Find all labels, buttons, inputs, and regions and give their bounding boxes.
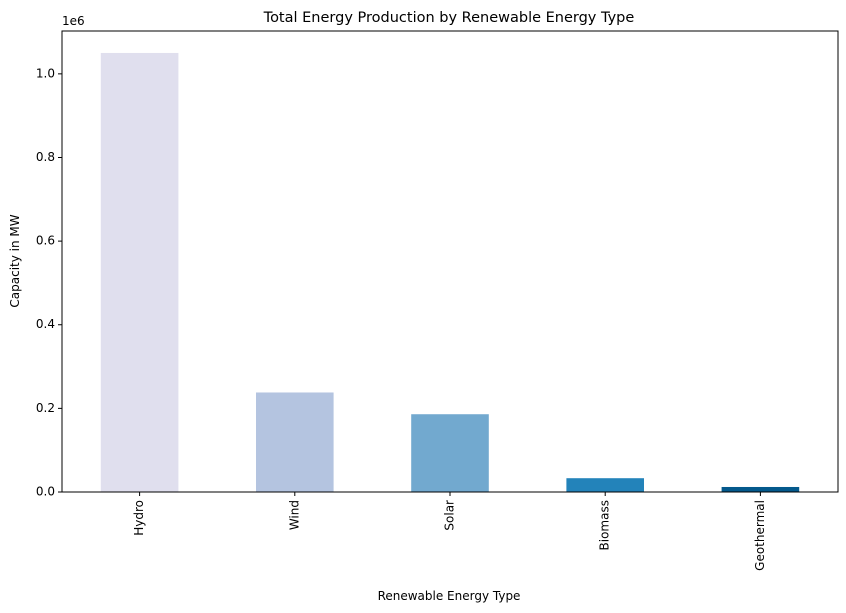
x-tick-label: Biomass: [598, 500, 612, 550]
x-tick-label: Wind: [287, 500, 301, 530]
chart-title: Total Energy Production by Renewable Ene…: [263, 10, 635, 26]
x-tick-label: Solar: [443, 500, 457, 531]
bar-solar: [411, 414, 489, 492]
y-tick-label: 0.4: [36, 317, 55, 331]
y-tick-label: 0.6: [36, 234, 55, 248]
y-axis-ticks: 0.0 0.2 0.4 0.6 0.8 1.0: [36, 66, 62, 499]
y-tick-label: 0.2: [36, 401, 55, 415]
bar-wind: [256, 392, 334, 492]
x-tick-label: Geothermal: [753, 500, 767, 571]
y-tick-label: 0.8: [36, 150, 55, 164]
y-axis-label: Capacity in MW: [8, 214, 22, 307]
y-tick-label: 1.0: [36, 66, 55, 80]
bar-geothermal: [721, 486, 800, 492]
y-tick-label: 0.0: [36, 485, 55, 499]
x-axis-label: Renewable Energy Type: [378, 589, 521, 603]
x-axis-ticks: Hydro Wind Solar Biomass Geothermal: [132, 492, 767, 571]
bar-hydro: [100, 52, 179, 492]
x-tick-label: Hydro: [132, 500, 146, 536]
bar-biomass: [566, 478, 644, 492]
plot-frame: [61, 30, 839, 493]
bars-group: [100, 52, 800, 492]
y-axis-multiplier: 1e6: [62, 14, 85, 28]
